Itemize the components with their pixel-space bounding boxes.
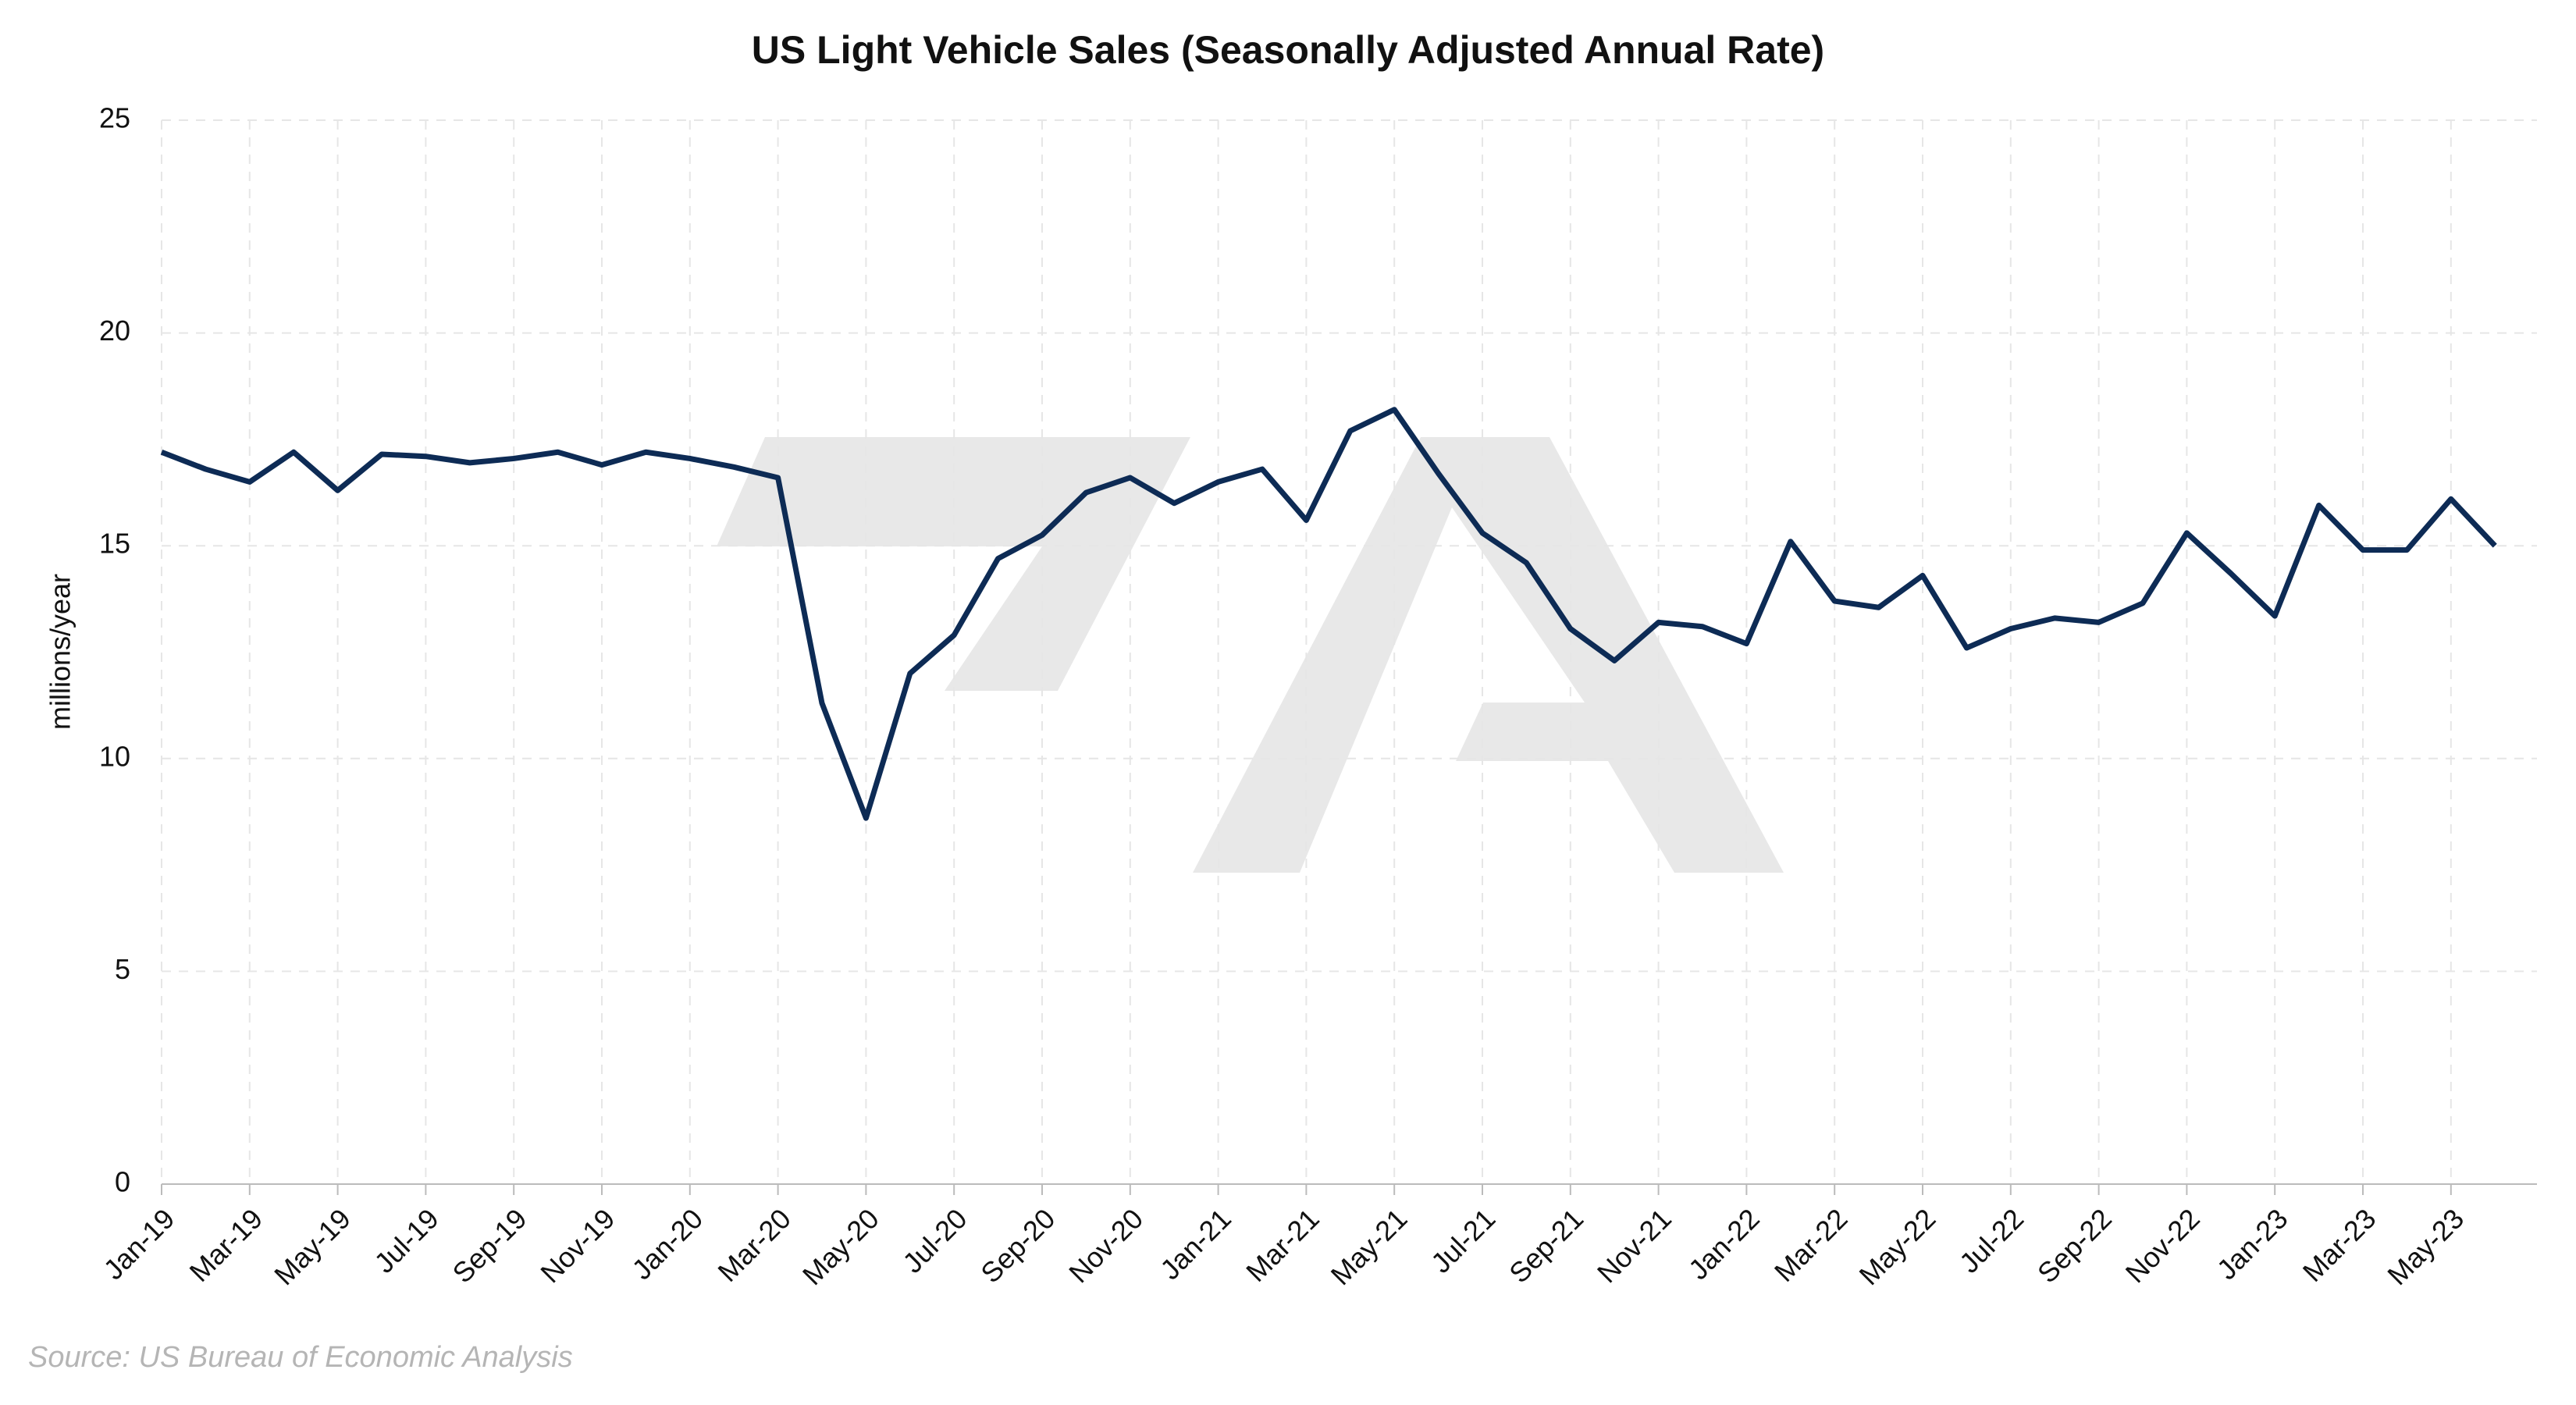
x-tick-label: Nov-21 — [1591, 1202, 1678, 1289]
x-tick-label: Mar-23 — [2297, 1202, 2382, 1288]
x-tick-label: May-23 — [2381, 1202, 2470, 1291]
y-tick-label: 5 — [115, 953, 130, 985]
x-tick-label: Nov-19 — [534, 1202, 621, 1289]
y-tick-label: 10 — [99, 740, 130, 772]
x-tick-label: Nov-20 — [1062, 1202, 1149, 1289]
chart-title: US Light Vehicle Sales (Seasonally Adjus… — [752, 28, 1824, 72]
x-tick-label: Sep-20 — [974, 1202, 1061, 1289]
x-tick-label: Sep-19 — [447, 1202, 533, 1289]
x-tick-label: Nov-22 — [2119, 1202, 2206, 1289]
x-tick-label: Jul-22 — [1953, 1202, 2030, 1279]
watermark-shape — [717, 437, 1190, 691]
x-tick-label: Jul-19 — [368, 1202, 444, 1279]
x-tick-label: Mar-19 — [183, 1202, 269, 1288]
x-tick-label: Jan-22 — [1682, 1202, 1766, 1286]
watermark — [717, 437, 1784, 873]
y-tick-label: 20 — [99, 315, 130, 347]
y-tick-label: 0 — [115, 1166, 130, 1198]
x-tick-label: May-19 — [268, 1202, 357, 1291]
x-tick-label: Jan-21 — [1154, 1202, 1237, 1286]
x-tick-label: Sep-21 — [1503, 1202, 1589, 1289]
watermark-shape — [1193, 437, 1784, 873]
x-tick-label: May-22 — [1853, 1202, 1942, 1291]
x-tick-label: Jul-21 — [1425, 1202, 1501, 1279]
x-tick-label: Sep-22 — [2031, 1202, 2118, 1289]
x-tick-label: Jan-23 — [2211, 1202, 2294, 1286]
y-axis-label: millions/year — [44, 574, 76, 730]
x-tick-label: Jan-20 — [625, 1202, 709, 1286]
x-tick-label: Jan-19 — [98, 1202, 181, 1286]
y-tick-label: 15 — [99, 528, 130, 560]
source-note: Source: US Bureau of Economic Analysis — [28, 1341, 573, 1374]
x-tick-label: Mar-20 — [711, 1202, 797, 1288]
x-tick-label: May-21 — [1325, 1202, 1414, 1291]
data-line — [160, 407, 2497, 821]
y-tick-label: 25 — [99, 102, 130, 134]
x-tick-label: Mar-21 — [1240, 1202, 1325, 1288]
x-tick-label: May-20 — [796, 1202, 885, 1291]
x-tick-label: Jul-20 — [896, 1202, 973, 1279]
x-tick-label: Mar-22 — [1768, 1202, 1854, 1288]
